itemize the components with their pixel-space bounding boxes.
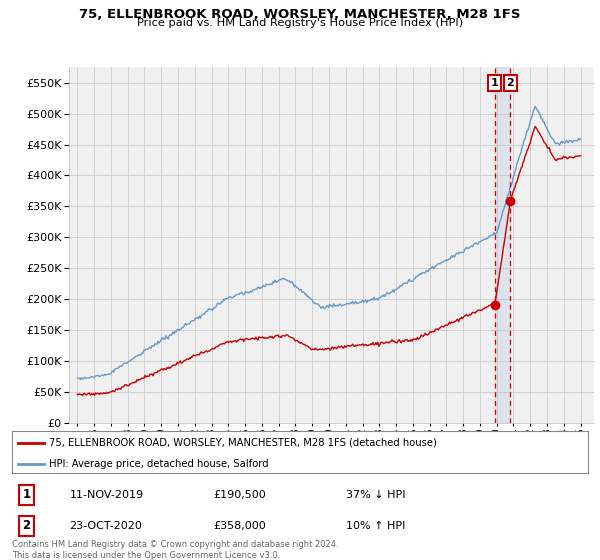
Text: £190,500: £190,500 — [214, 489, 266, 500]
Text: 2: 2 — [506, 78, 514, 88]
Text: 2: 2 — [22, 519, 31, 533]
Text: 37% ↓ HPI: 37% ↓ HPI — [346, 489, 406, 500]
Text: 1: 1 — [491, 78, 499, 88]
Text: Price paid vs. HM Land Registry's House Price Index (HPI): Price paid vs. HM Land Registry's House … — [137, 18, 463, 29]
Text: 75, ELLENBROOK ROAD, WORSLEY, MANCHESTER, M28 1FS: 75, ELLENBROOK ROAD, WORSLEY, MANCHESTER… — [79, 8, 521, 21]
Text: 11-NOV-2019: 11-NOV-2019 — [70, 489, 144, 500]
Text: 1: 1 — [22, 488, 31, 501]
Bar — [494, 67, 511, 423]
Text: HPI: Average price, detached house, Salford: HPI: Average price, detached house, Salf… — [49, 459, 269, 469]
Text: 23-OCT-2020: 23-OCT-2020 — [70, 521, 142, 531]
Text: £358,000: £358,000 — [214, 521, 266, 531]
Text: Contains HM Land Registry data © Crown copyright and database right 2024.
This d: Contains HM Land Registry data © Crown c… — [12, 540, 338, 560]
Text: 75, ELLENBROOK ROAD, WORSLEY, MANCHESTER, M28 1FS (detached house): 75, ELLENBROOK ROAD, WORSLEY, MANCHESTER… — [49, 438, 437, 448]
Text: 10% ↑ HPI: 10% ↑ HPI — [346, 521, 406, 531]
